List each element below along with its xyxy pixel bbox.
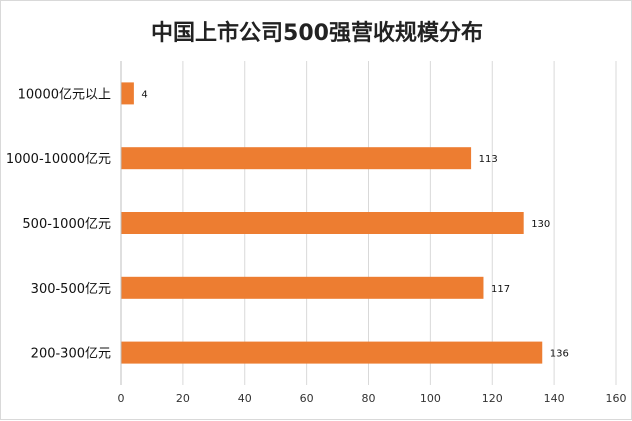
x-tick-label: 40 (238, 392, 252, 405)
bar (121, 212, 524, 234)
x-tick-label: 120 (482, 392, 503, 405)
category-label: 10000亿元以上 (18, 87, 111, 102)
category-label: 300-500亿元 (31, 282, 111, 297)
data-label: 130 (531, 219, 550, 230)
bar (121, 341, 543, 364)
chart-title: 中国上市公司500强营收规模分布 (151, 21, 483, 46)
category-label: 500-1000亿元 (22, 217, 111, 232)
category-label: 200-300亿元 (31, 347, 111, 362)
bar (121, 82, 134, 105)
x-tick-label: 160 (606, 392, 627, 405)
x-tick-label: 60 (300, 392, 314, 405)
data-label: 117 (491, 284, 510, 295)
x-tick-label: 140 (544, 392, 565, 405)
bar (121, 276, 484, 299)
x-tick-label: 0 (118, 392, 125, 405)
x-tick-label: 20 (176, 392, 190, 405)
data-label: 4 (141, 89, 147, 100)
bar (121, 147, 472, 170)
category-label: 1000-10000亿元 (6, 152, 111, 167)
x-tick-label: 80 (362, 392, 376, 405)
data-label: 136 (550, 349, 569, 360)
x-tick-label: 100 (420, 392, 441, 405)
data-label: 113 (479, 154, 498, 165)
